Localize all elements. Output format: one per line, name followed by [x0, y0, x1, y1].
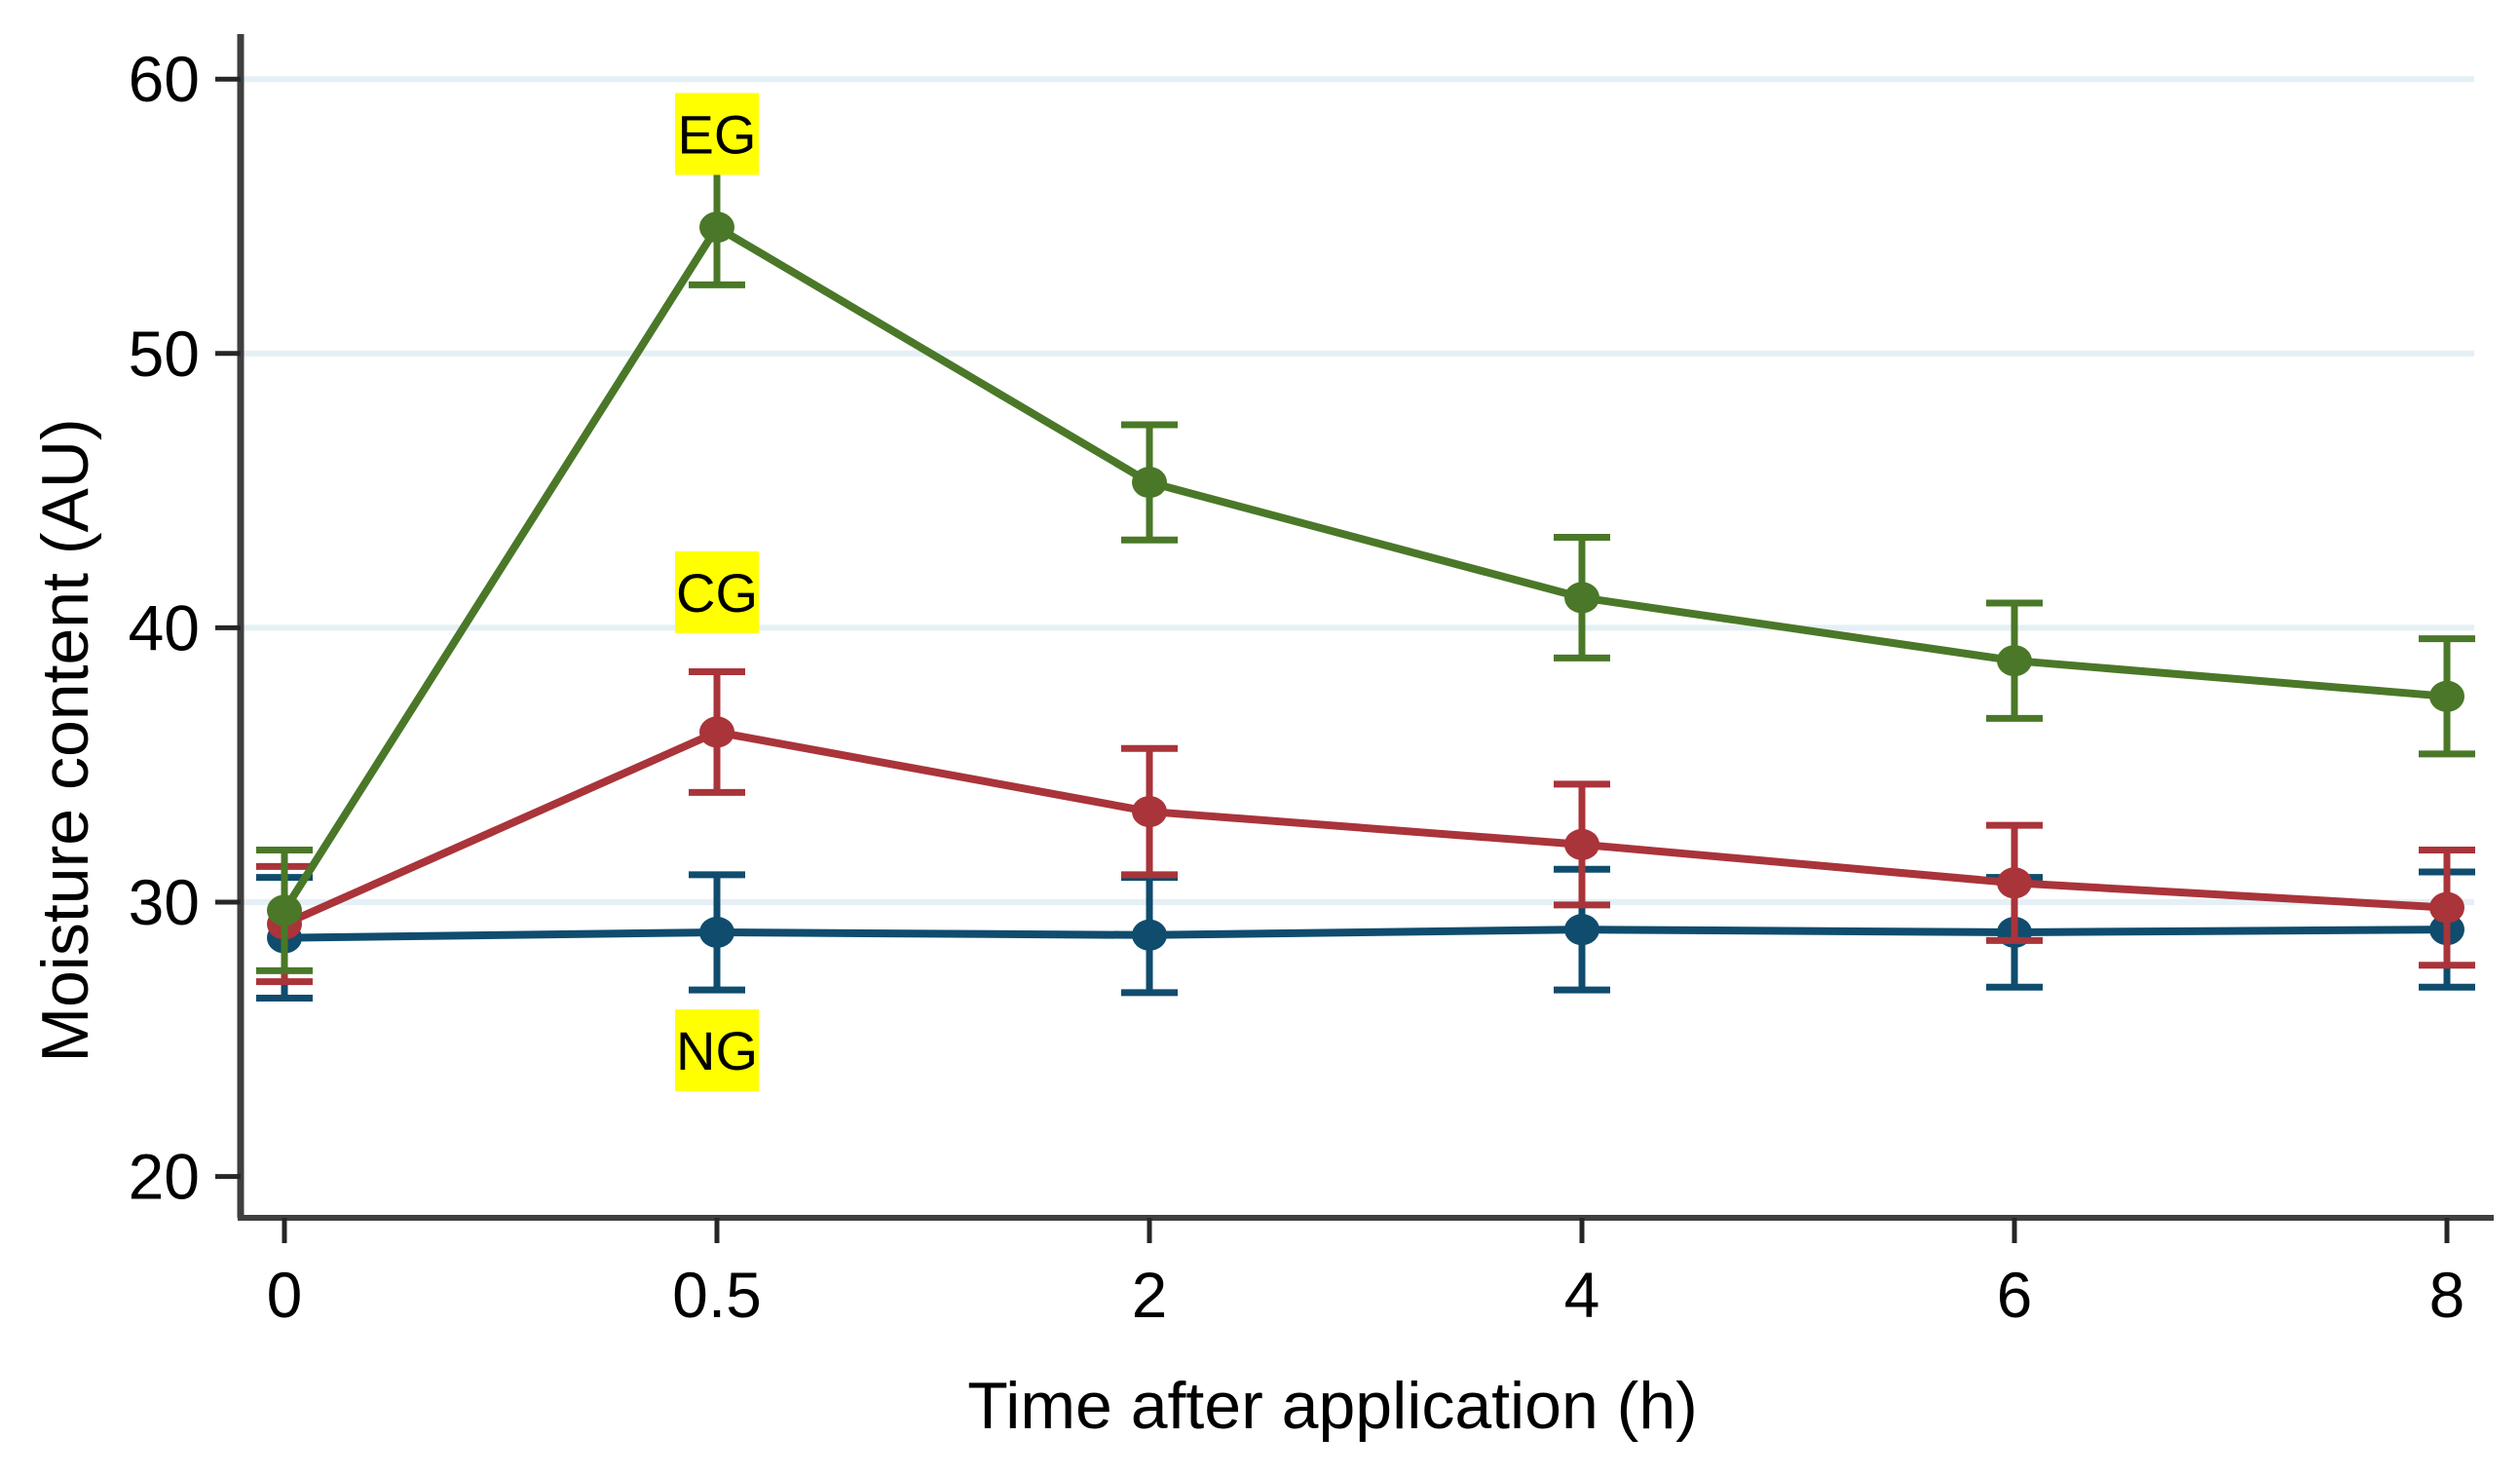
- series-CG-point-4: [1564, 828, 1599, 860]
- x-tick-label-2: 2: [1132, 1259, 1168, 1331]
- series-label-EG-highlight: [675, 93, 759, 175]
- x-tick-label-4: 4: [1564, 1259, 1600, 1331]
- series-CG-point-6: [1997, 867, 2032, 899]
- x-tick-label-8: 8: [2429, 1259, 2465, 1331]
- series-EG-line: [281, 223, 2448, 913]
- series-label-NG-text: NG: [676, 1020, 758, 1081]
- series-EG-point-2: [1132, 467, 1167, 499]
- series-label-NG: NG: [675, 1009, 759, 1092]
- x-tick-label-6: 6: [1997, 1259, 2033, 1331]
- series-NG-point-4: [1564, 914, 1599, 946]
- series-EG-point-6: [1997, 645, 2032, 677]
- series-CG-point-0.5: [699, 716, 734, 748]
- series-CG-line: [282, 728, 2448, 928]
- series-label-EG-text: EG: [678, 104, 757, 166]
- y-tick-label-40: 40: [129, 591, 200, 663]
- series-NG-point-2: [1132, 919, 1167, 951]
- series-NG-point-0.5: [699, 916, 734, 948]
- series-EG-point-8: [2429, 680, 2464, 712]
- series-EG-point-4: [1564, 582, 1599, 614]
- y-tick-label-50: 50: [129, 318, 200, 390]
- y-axis-title: Moisture content (AU): [28, 418, 102, 1062]
- series-area: [256, 166, 2475, 1002]
- x-tick-label-0: 0: [267, 1259, 303, 1331]
- x-axis-title: Time after application (h): [967, 1369, 1698, 1443]
- x-axis-ticks: 0 0.5 2 4 6 8: [267, 1218, 2465, 1331]
- series-EG-point-0: [267, 894, 302, 927]
- series-label-EG: EG: [675, 93, 759, 175]
- series-inline-labels: EG CG NG: [675, 93, 759, 1092]
- y-tick-label-20: 20: [129, 1141, 200, 1213]
- series-CG-point-2: [1132, 796, 1167, 828]
- series-label-CG-highlight: [675, 550, 759, 633]
- series-EG: [256, 166, 2475, 974]
- y-tick-label-60: 60: [129, 43, 200, 115]
- series-EG-point-0.5: [699, 211, 734, 244]
- series-CG-point-8: [2429, 891, 2464, 924]
- series-label-CG-text: CG: [676, 562, 758, 624]
- series-label-CG: CG: [675, 550, 759, 633]
- gridlines: [241, 76, 2474, 905]
- series-NG-line: [283, 926, 2448, 942]
- x-tick-label-0.5: 0.5: [672, 1259, 762, 1331]
- series-label-NG-highlight: [675, 1009, 759, 1092]
- y-tick-label-30: 30: [129, 866, 200, 938]
- y-axis-ticks: 20 30 40 50 60: [129, 43, 241, 1213]
